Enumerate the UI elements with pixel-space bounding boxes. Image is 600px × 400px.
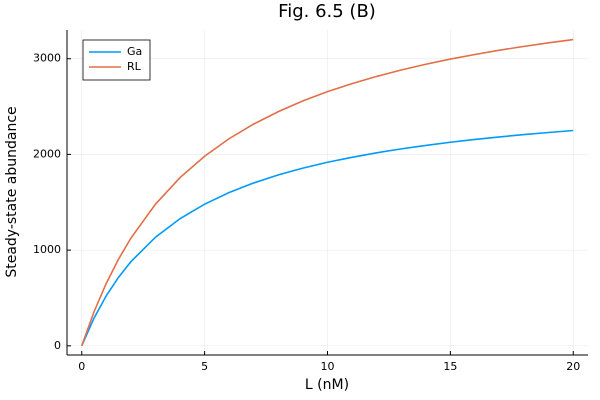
- x-tick-label: 5: [201, 360, 208, 373]
- legend-label: RL: [127, 60, 142, 73]
- x-tick-label: 10: [321, 360, 335, 373]
- y-tick-label: 0: [54, 339, 61, 352]
- line-series: [81, 129, 574, 347]
- y-tick-label: 2000: [33, 147, 61, 160]
- y-tick-label: 1000: [33, 243, 61, 256]
- y-axis-label: Steady-state abundance: [4, 106, 20, 277]
- x-tick-label: 0: [78, 360, 85, 373]
- legend-box: [82, 39, 151, 81]
- x-axis-label: L (nM): [305, 377, 349, 393]
- legend-label: Ga: [127, 45, 142, 58]
- line-series: [80, 38, 574, 347]
- y-tick-label: 3000: [33, 52, 61, 65]
- chart-title: Fig. 6.5 (B): [278, 1, 376, 22]
- x-tick-label: 20: [566, 360, 580, 373]
- x-tick-label: 15: [443, 360, 457, 373]
